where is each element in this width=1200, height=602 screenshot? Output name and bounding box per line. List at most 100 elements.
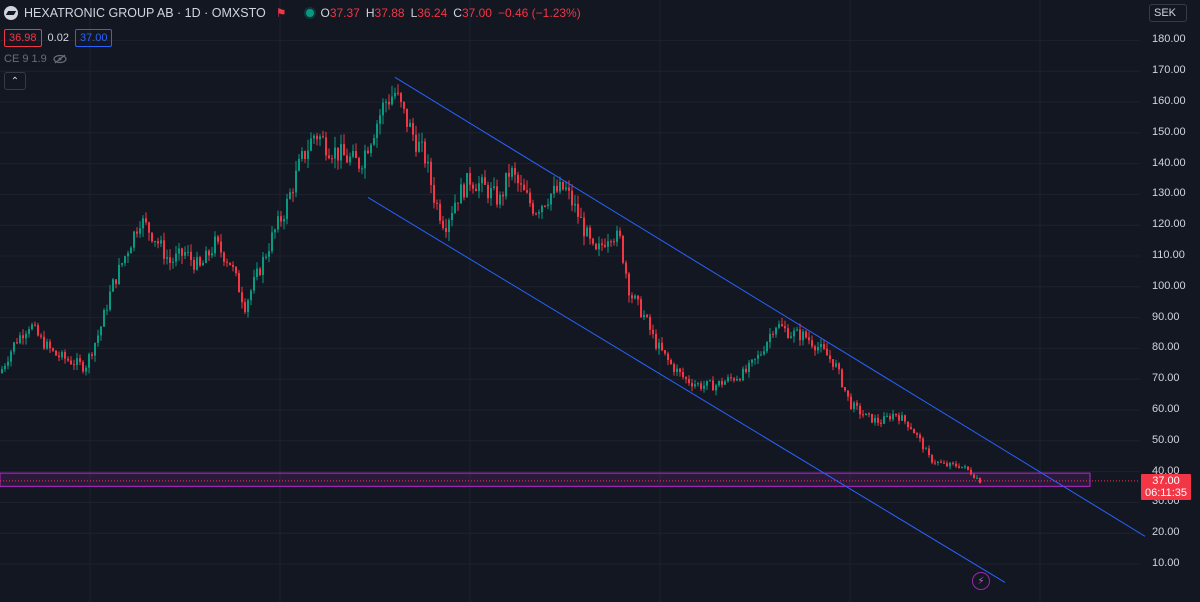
candle-body [238,273,240,293]
candle-body [598,243,600,250]
candle-body [214,236,216,254]
market-status-icon[interactable] [306,9,315,17]
candle-body [643,314,645,318]
indicator-label: CE 9 1.9 [4,53,47,65]
candle-body [325,137,327,156]
candle-body [421,141,423,143]
candle-body [616,230,618,242]
candle-body [904,415,906,422]
candle-body [163,240,165,259]
candle-body [580,216,582,218]
currency-selector[interactable]: SEK [1149,4,1187,22]
zone-rect [0,472,1091,487]
eye-hidden-icon[interactable] [53,54,67,64]
collapse-legend-button[interactable]: ⌃ [4,72,26,90]
candle-body [460,184,462,204]
candle-body [952,462,954,464]
candle-body [172,261,174,263]
candle-body [826,348,828,356]
candle-body [724,381,726,385]
sell-button[interactable]: 36.98 [4,29,42,47]
candle-body [79,358,81,362]
candle-body [961,466,963,468]
candle-body [295,170,297,193]
candle-body [937,461,939,463]
candle-body [931,454,933,463]
candle-body [760,354,762,356]
candle-body [52,348,54,351]
trade-buttons: 36.98 0.02 37.00 [4,29,113,47]
candle-body [232,264,234,267]
symbol-title[interactable]: HEXATRONIC GROUP AB · 1D · OMXSTO [24,6,266,20]
candle-body [979,477,981,484]
candle-body [634,295,636,299]
current-price: 37.00 [1152,475,1180,487]
candle-body [541,205,543,213]
candle-body [550,193,552,205]
flag-icon[interactable]: ⚑ [275,6,287,20]
candle-body [367,150,369,154]
grid [0,0,1140,602]
candle-body [553,185,555,194]
candle-body [727,377,729,382]
candle-body [352,150,354,157]
candle-body [733,378,735,381]
buy-button[interactable]: 37.00 [74,29,113,47]
candle-body [265,256,267,258]
ohlc-open: O37.37 [320,6,360,20]
candle-body [67,358,69,361]
bar-countdown: 06:11:35 [1144,487,1187,499]
candle-body [394,92,396,97]
y-tick-label: 150.00 [1152,125,1186,138]
y-tick-label: 130.00 [1152,187,1186,200]
candle-body [208,250,210,256]
candle-body [178,248,180,254]
candle-body [808,337,810,341]
candle-body [790,336,792,338]
symbol-logo-icon [4,6,18,20]
candle-body [346,155,348,163]
candle-body [973,474,975,479]
candle-body [280,216,282,222]
candle-body [925,448,927,450]
candle-body [49,341,51,349]
candle-body [409,122,411,127]
candle-body [907,421,909,428]
candle-body [370,144,372,154]
candle-body [121,263,123,265]
y-tick-label: 70.00 [1152,372,1180,385]
candle-body [505,172,507,197]
candle-body [397,92,399,94]
indicator-legend[interactable]: CE 9 1.9 [4,53,67,65]
candle-body [55,350,57,356]
candle-body [556,185,558,192]
candle-body [412,122,414,135]
candle-body [517,174,519,184]
candle-body [538,212,540,214]
candle-body [253,277,255,291]
candle-body [469,173,471,185]
candle-body [718,381,720,386]
candle-body [427,161,429,164]
candle-body [46,341,48,349]
y-tick-label: 10.00 [1152,557,1180,569]
candle-body [136,231,138,234]
candle-body [25,333,27,339]
candle-body [37,325,39,336]
candle-body [739,378,741,381]
candle-body [43,336,45,349]
candle-body [187,251,189,253]
candle-body [115,279,117,284]
candle-body [847,390,849,397]
candle-body [559,182,561,192]
candle-body [568,187,570,191]
candle-body [202,262,204,266]
candle-body [871,413,873,423]
y-tick-label: 140.00 [1152,156,1186,169]
lightning-icon[interactable]: ⚡ [972,572,990,590]
candle-body [250,290,252,301]
candle-body [481,177,483,184]
candle-body [184,251,186,256]
